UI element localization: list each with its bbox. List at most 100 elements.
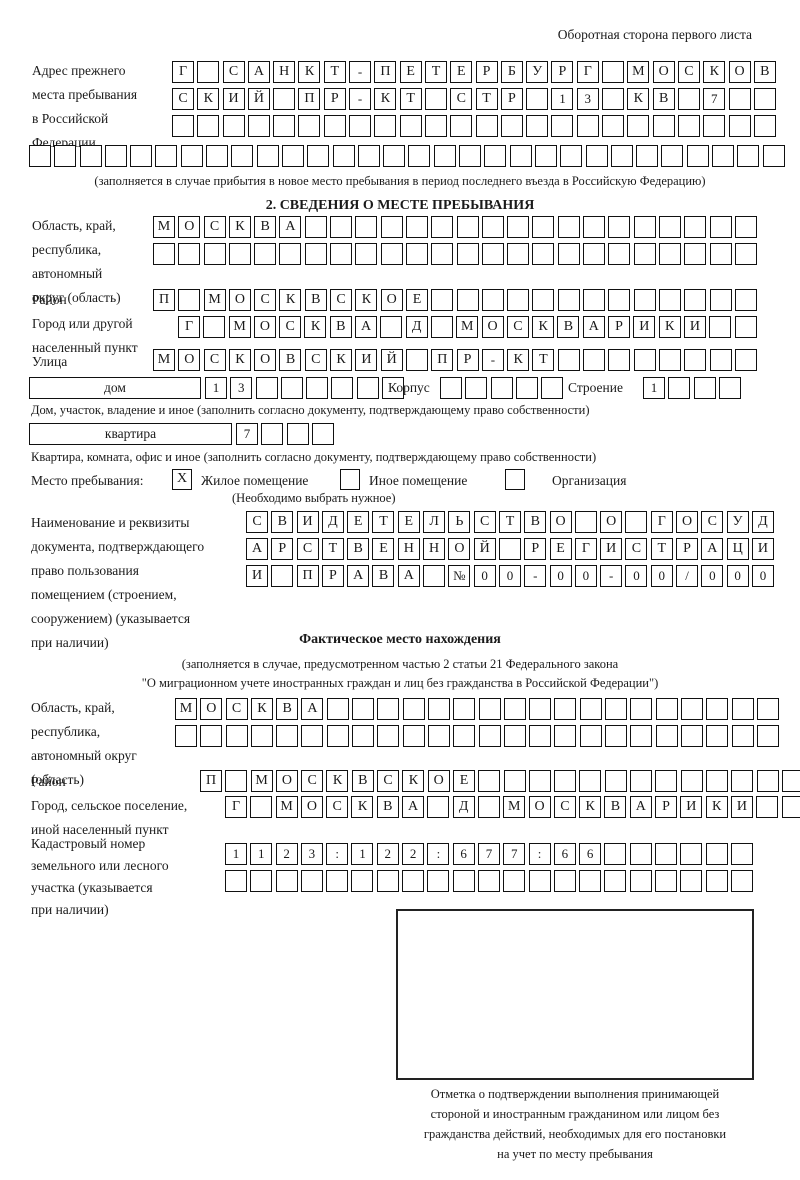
char-cell[interactable]: О [275, 770, 298, 792]
char-cell[interactable]: И [751, 538, 774, 560]
char-cell[interactable] [311, 423, 334, 445]
char-cell[interactable] [605, 725, 628, 747]
char-cell[interactable] [484, 145, 507, 167]
char-cell[interactable] [481, 289, 504, 311]
char-cell[interactable] [326, 870, 349, 892]
char-cell[interactable] [254, 243, 277, 265]
char-cell[interactable]: С [254, 289, 277, 311]
char-cell[interactable]: Е [347, 511, 370, 533]
char-cell[interactable]: Н [423, 538, 446, 560]
char-cell[interactable]: К [658, 316, 681, 338]
char-cell[interactable]: 3 [230, 377, 253, 399]
char-cell[interactable] [728, 88, 751, 110]
char-cell[interactable] [374, 115, 397, 137]
char-cell[interactable]: М [153, 216, 175, 238]
char-cell[interactable]: А [247, 61, 270, 83]
char-cell[interactable]: В [557, 316, 580, 338]
char-cell[interactable] [271, 565, 294, 587]
char-cell[interactable] [450, 115, 473, 137]
char-cell[interactable] [605, 698, 628, 720]
char-cell[interactable]: 6 [452, 843, 475, 865]
char-cell[interactable]: : [326, 843, 349, 865]
char-cell[interactable]: С [450, 88, 473, 110]
char-cell[interactable] [579, 770, 602, 792]
char-cell[interactable] [529, 698, 552, 720]
char-cell[interactable] [431, 216, 454, 238]
char-cell[interactable]: К [228, 349, 251, 371]
char-cell[interactable]: С [625, 538, 648, 560]
char-cell[interactable]: 0 [549, 565, 572, 587]
char-cell[interactable] [684, 289, 707, 311]
char-cell[interactable]: Е [397, 511, 420, 533]
char-cell[interactable] [756, 725, 779, 747]
char-cell[interactable]: К [627, 88, 650, 110]
char-cell[interactable]: Р [676, 538, 699, 560]
char-cell[interactable]: 0 [650, 565, 673, 587]
char-cell[interactable]: А [402, 796, 425, 818]
char-cell[interactable]: П [200, 770, 222, 792]
cadastral-row-2[interactable] [225, 870, 756, 892]
char-cell[interactable] [383, 145, 406, 167]
char-cell[interactable] [625, 511, 648, 533]
char-cell[interactable]: Р [456, 349, 479, 371]
char-cell[interactable]: А [701, 538, 724, 560]
char-cell[interactable] [557, 243, 580, 265]
char-cell[interactable]: К [355, 289, 378, 311]
char-cell[interactable] [453, 698, 476, 720]
char-cell[interactable] [427, 796, 450, 818]
char-cell[interactable]: Т [321, 538, 344, 560]
char-cell[interactable]: К [298, 61, 321, 83]
char-cell[interactable]: Р [323, 88, 346, 110]
char-cell[interactable]: Д [452, 796, 475, 818]
char-cell[interactable]: Н [273, 61, 296, 83]
char-cell[interactable]: Й [473, 538, 496, 560]
char-cell[interactable] [276, 725, 299, 747]
char-cell[interactable]: И [730, 796, 753, 818]
char-cell[interactable] [661, 145, 684, 167]
char-cell[interactable]: И [246, 565, 268, 587]
char-cell[interactable]: А [629, 796, 652, 818]
char-cell[interactable] [203, 243, 226, 265]
char-cell[interactable]: С [203, 349, 226, 371]
char-cell[interactable]: 0 [473, 565, 496, 587]
char-cell[interactable] [526, 88, 549, 110]
char-cell[interactable]: О [481, 316, 504, 338]
char-cell[interactable] [503, 698, 526, 720]
char-cell[interactable] [330, 216, 353, 238]
char-cell[interactable]: У [526, 61, 549, 83]
char-cell[interactable]: Г [650, 511, 673, 533]
char-cell[interactable]: В [279, 349, 302, 371]
char-cell[interactable]: - [481, 349, 504, 371]
char-cell[interactable] [203, 316, 226, 338]
char-cell[interactable]: 7 [236, 423, 258, 445]
char-cell[interactable] [478, 725, 501, 747]
char-cell[interactable] [633, 289, 656, 311]
char-cell[interactable]: - [524, 565, 547, 587]
char-cell[interactable] [576, 115, 599, 137]
char-cell[interactable] [753, 88, 776, 110]
char-cell[interactable]: С [225, 698, 248, 720]
char-cell[interactable] [762, 145, 785, 167]
char-cell[interactable] [273, 115, 296, 137]
char-cell[interactable]: Д [751, 511, 774, 533]
char-cell[interactable] [730, 870, 753, 892]
char-cell[interactable]: С [377, 770, 400, 792]
char-cell[interactable] [382, 377, 405, 399]
char-cell[interactable]: М [275, 796, 298, 818]
char-cell[interactable]: Т [475, 88, 498, 110]
char-cell[interactable] [737, 145, 760, 167]
char-cell[interactable] [423, 565, 446, 587]
char-cell[interactable] [424, 88, 447, 110]
char-cell[interactable] [554, 725, 577, 747]
flat-number-cells[interactable]: 7 [236, 423, 337, 445]
char-cell[interactable] [424, 115, 447, 137]
char-cell[interactable] [574, 511, 597, 533]
char-cell[interactable]: К [228, 216, 251, 238]
stay-type-residential-checkbox[interactable]: X [172, 469, 192, 490]
char-cell[interactable]: О [528, 796, 551, 818]
char-cell[interactable] [706, 698, 729, 720]
